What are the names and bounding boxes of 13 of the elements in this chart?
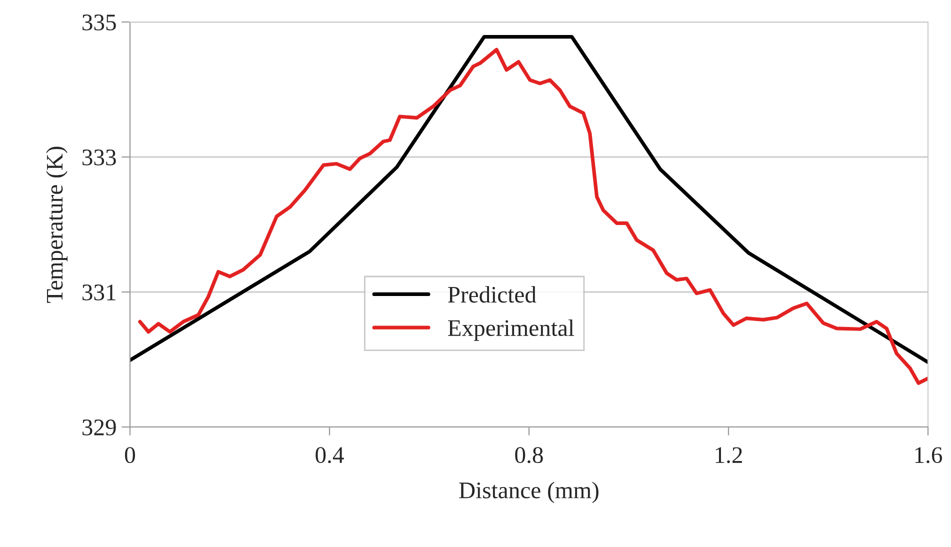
x-tick-label: 1.2 [716,447,742,464]
x-axis-title: Distance (mm) [459,482,598,504]
x-tick-label: 0.4 [316,447,344,464]
x-tick-label: 1.6 [915,447,942,464]
y-tick-label: 335 [82,14,116,30]
y-axis-title: Temperature (K) [46,146,68,303]
legend-label: Experimental [448,319,574,341]
y-tick-label: 331 [82,284,116,300]
y-tick-label: 333 [82,150,116,166]
y-tick-label: 329 [82,420,116,436]
x-tick-label: 0 [124,447,136,464]
x-tick-label: 0.8 [515,447,543,464]
legend-label: Predicted [448,286,536,303]
